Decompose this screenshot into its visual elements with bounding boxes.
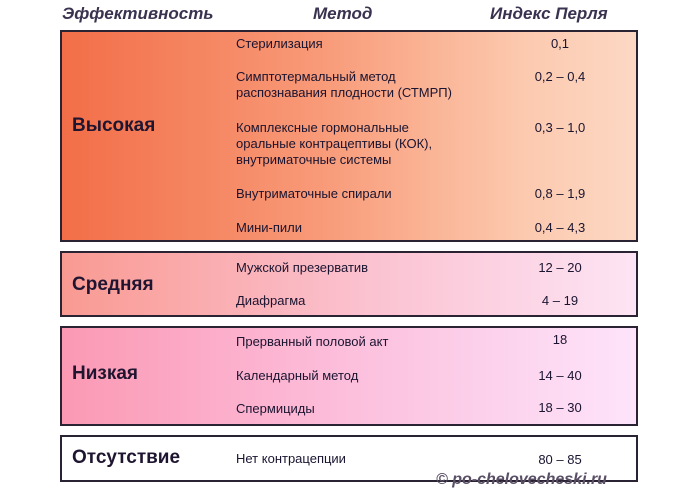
pearl-index-value: 0,3 – 1,0 (534, 120, 586, 135)
method-name: Диафрагма (236, 293, 306, 308)
group-none: Отсутствие Нет контрацепции 80 – 85 (60, 435, 638, 482)
pearl-index-value: 18 (552, 332, 568, 347)
group-medium: Средняя Мужской презерватив 12 – 20 Диаф… (60, 251, 638, 317)
pearl-index-value: 0,8 – 1,9 (534, 186, 586, 201)
pearl-index-value: 18 – 30 (538, 400, 582, 415)
pearl-index-value: 4 – 19 (541, 293, 579, 308)
method-name: Мини-пили (236, 220, 303, 235)
method-name: Внутриматочные спирали (236, 186, 392, 201)
group-high: Высокая Стерилизация 0,1 Симптотермальны… (60, 30, 638, 242)
group-level-label: Средняя (72, 274, 154, 295)
group-level-label: Высокая (72, 115, 156, 136)
method-name: Стерилизация (236, 36, 323, 51)
effectiveness-header: Эффективность (62, 4, 214, 23)
copyright-watermark: © po-chelovecheski.ru (436, 471, 607, 488)
method-name: Симптотермальный метод распознавания пло… (236, 69, 452, 100)
method-name: Мужской презерватив (236, 260, 369, 275)
pearl-index-value: 0,1 (550, 36, 570, 51)
method-name: Календарный метод (236, 368, 359, 383)
pearl-index-value: 12 – 20 (538, 260, 582, 275)
method-name: Прерванный половой акт (236, 334, 389, 349)
pearl-index-value: 0,4 – 4,3 (534, 220, 586, 235)
pearl-index-value: 14 – 40 (538, 368, 582, 383)
method-header: Метод (313, 4, 373, 23)
group-level-label: Низкая (72, 363, 139, 384)
method-name: Спермициды (236, 401, 315, 416)
pearl-index-header: Индекс Перля (490, 4, 608, 23)
method-name: Комплексные гормональные оральные контра… (236, 120, 433, 167)
pearl-index-value: 80 – 85 (538, 452, 582, 467)
method-name: Нет контрацепции (236, 451, 346, 466)
pearl-index-value: 0,2 – 0,4 (534, 69, 586, 84)
group-low: Низкая Прерванный половой акт 18 Календа… (60, 326, 638, 426)
group-level-label: Отсутствие (72, 447, 181, 468)
